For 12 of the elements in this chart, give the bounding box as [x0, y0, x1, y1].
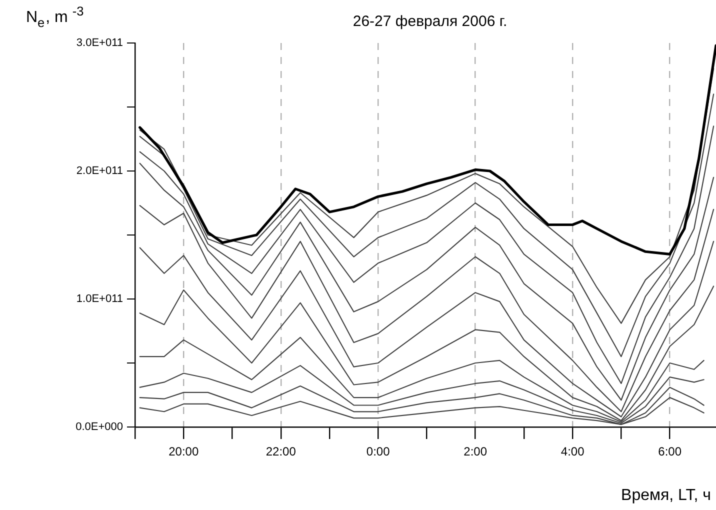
x-tick-label: 20:00: [168, 444, 199, 459]
y-tick-label: 3.0E+011: [76, 37, 123, 50]
x-axis-title: Время, LT, ч: [621, 487, 711, 504]
x-tick-label: 22:00: [266, 444, 296, 459]
y-tick-label: 0.0E+000: [76, 421, 123, 434]
x-tick-label: 0:00: [366, 444, 390, 459]
chart-title: 26-27 февраля 2006 г.: [352, 13, 508, 30]
x-tick-label: 2:00: [464, 444, 488, 459]
y-tick-label: 1.0E+011: [76, 293, 123, 306]
y-tick-label: 2.0E+011: [76, 165, 123, 178]
x-tick-label: 6:00: [658, 444, 682, 459]
x-tick-label: 4:00: [560, 444, 585, 459]
